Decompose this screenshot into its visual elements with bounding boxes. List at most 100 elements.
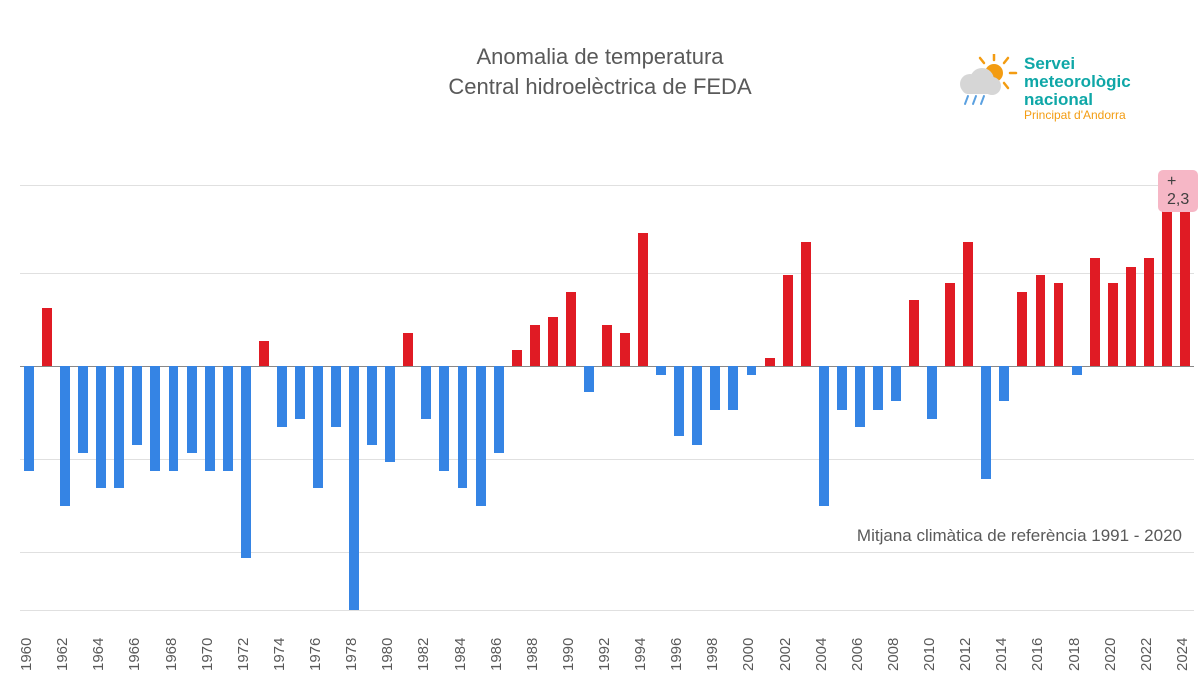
bar: [747, 366, 757, 375]
bar: [1054, 283, 1064, 366]
gridline: [20, 273, 1194, 274]
bar: [60, 366, 70, 505]
x-axis-year: 1994: [632, 638, 649, 671]
bar: [150, 366, 160, 470]
x-axis-year: 2000: [740, 638, 757, 671]
gridline: [20, 552, 1194, 553]
x-axis-year: 1996: [668, 638, 685, 671]
x-axis-year: 2008: [885, 638, 902, 671]
bar: [602, 325, 612, 367]
bar: [1108, 283, 1118, 366]
x-axis-year: 1986: [488, 638, 505, 671]
bar: [277, 366, 287, 427]
bar: [1180, 200, 1190, 366]
x-axis-year: 1990: [560, 638, 577, 671]
bar: [638, 233, 648, 366]
bar: [187, 366, 197, 453]
x-axis-year: 1998: [704, 638, 721, 671]
x-axis-year: 2010: [921, 638, 938, 671]
chart-root: Anomalia de temperatura Central hidroelè…: [0, 0, 1200, 675]
x-axis-year: 2002: [777, 638, 794, 671]
x-axis-year: 1964: [90, 638, 107, 671]
x-axis-year: 1968: [163, 638, 180, 671]
bar: [367, 366, 377, 444]
x-axis-year: 2016: [1029, 638, 1046, 671]
x-axis-year: 1974: [271, 638, 288, 671]
bar: [1072, 366, 1082, 375]
bar: [223, 366, 233, 470]
logo-text-line2: meteorològic: [1024, 72, 1131, 91]
bar: [728, 366, 738, 410]
x-axis-year: 1982: [415, 638, 432, 671]
bar: [78, 366, 88, 453]
x-axis-year: 1978: [343, 638, 360, 671]
bar: [566, 292, 576, 367]
bar: [1017, 292, 1027, 367]
x-axis-year: 2006: [849, 638, 866, 671]
bar: [494, 366, 504, 453]
bar: [169, 366, 179, 470]
bar: [530, 325, 540, 367]
bar: [548, 317, 558, 367]
bar: [1126, 267, 1136, 367]
bar: [313, 366, 323, 488]
bar: [710, 366, 720, 410]
bar: [584, 366, 594, 392]
bar: [945, 283, 955, 366]
x-axis-year: 2018: [1066, 638, 1083, 671]
x-axis-year: 1966: [126, 638, 143, 671]
bar: [403, 333, 413, 366]
x-axis-year: 1962: [54, 638, 71, 671]
bar: [692, 366, 702, 444]
x-axis-year: 1992: [596, 638, 613, 671]
bar: [801, 242, 811, 367]
value-callout: + 2,3: [1158, 170, 1198, 212]
bar: [512, 350, 522, 367]
logo: Servei meteorològic nacional Principat d…: [944, 54, 1164, 124]
x-axis-year: 1970: [199, 638, 216, 671]
bar: [1036, 275, 1046, 366]
bar: [620, 333, 630, 366]
bar: [837, 366, 847, 410]
plot-area: + 2,3Mitjana climàtica de referència 199…: [20, 167, 1194, 610]
bar: [42, 308, 52, 366]
reference-note: Mitjana climàtica de referència 1991 - 2…: [857, 526, 1182, 546]
bar: [1090, 258, 1100, 366]
gridline: [20, 185, 1194, 186]
x-axis-year: 1960: [18, 638, 35, 671]
x-axis-year: 2014: [993, 638, 1010, 671]
gridline: [20, 610, 1194, 611]
x-axis-year: 2020: [1102, 638, 1119, 671]
logo-text-line1: Servei: [1024, 54, 1075, 73]
bar: [873, 366, 883, 410]
bar: [927, 366, 937, 418]
bar: [24, 366, 34, 470]
x-axis-year: 1980: [379, 638, 396, 671]
bar: [96, 366, 106, 488]
bar: [1162, 192, 1172, 366]
logo-svg: Servei meteorològic nacional Principat d…: [944, 54, 1164, 124]
gridline: [20, 459, 1194, 460]
x-axis-year: 1972: [235, 638, 252, 671]
bar: [259, 341, 269, 366]
bar: [674, 366, 684, 436]
bar: [999, 366, 1009, 401]
bar: [819, 366, 829, 505]
bar: [132, 366, 142, 444]
bar: [385, 366, 395, 462]
bar: [783, 275, 793, 366]
bar: [205, 366, 215, 470]
bar: [439, 366, 449, 470]
bar: [1144, 258, 1154, 366]
x-axis-year: 2022: [1138, 638, 1155, 671]
bar: [656, 366, 666, 375]
bar: [909, 300, 919, 366]
bar: [241, 366, 251, 557]
bar: [476, 366, 486, 505]
bar: [349, 366, 359, 610]
bar: [981, 366, 991, 479]
x-axis-year: 2024: [1174, 638, 1191, 671]
x-axis-labels: 1960 1962 1964 1966 1968 1970 1972 1974 1976 1978…: [20, 613, 1194, 675]
x-axis-year: 1976: [307, 638, 324, 671]
x-axis-year: 1988: [524, 638, 541, 671]
